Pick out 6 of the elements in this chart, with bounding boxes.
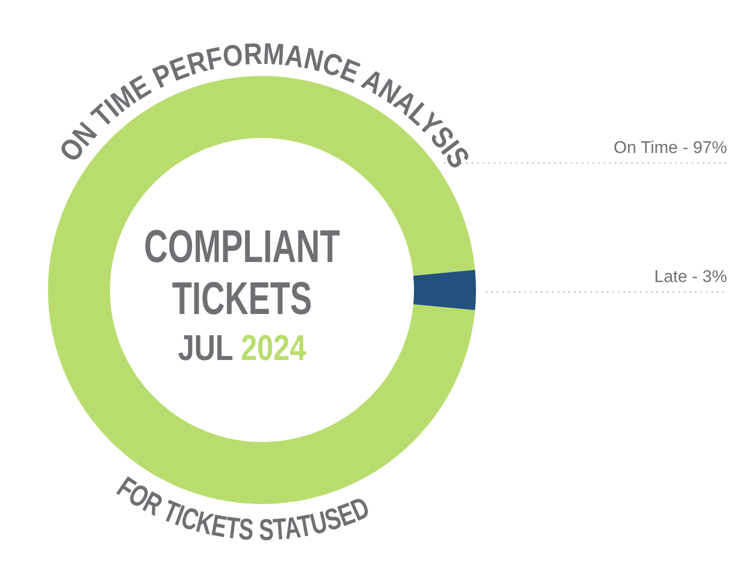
donut-slice: [413, 270, 476, 310]
text: COMPLIANT: [144, 220, 418, 272]
slice-label: On Time - 97%: [614, 138, 727, 157]
slice-label: Late - 3%: [654, 267, 727, 286]
text: FOR TICKETS STATUSED: [111, 470, 380, 548]
text: TICKETS: [172, 272, 369, 324]
